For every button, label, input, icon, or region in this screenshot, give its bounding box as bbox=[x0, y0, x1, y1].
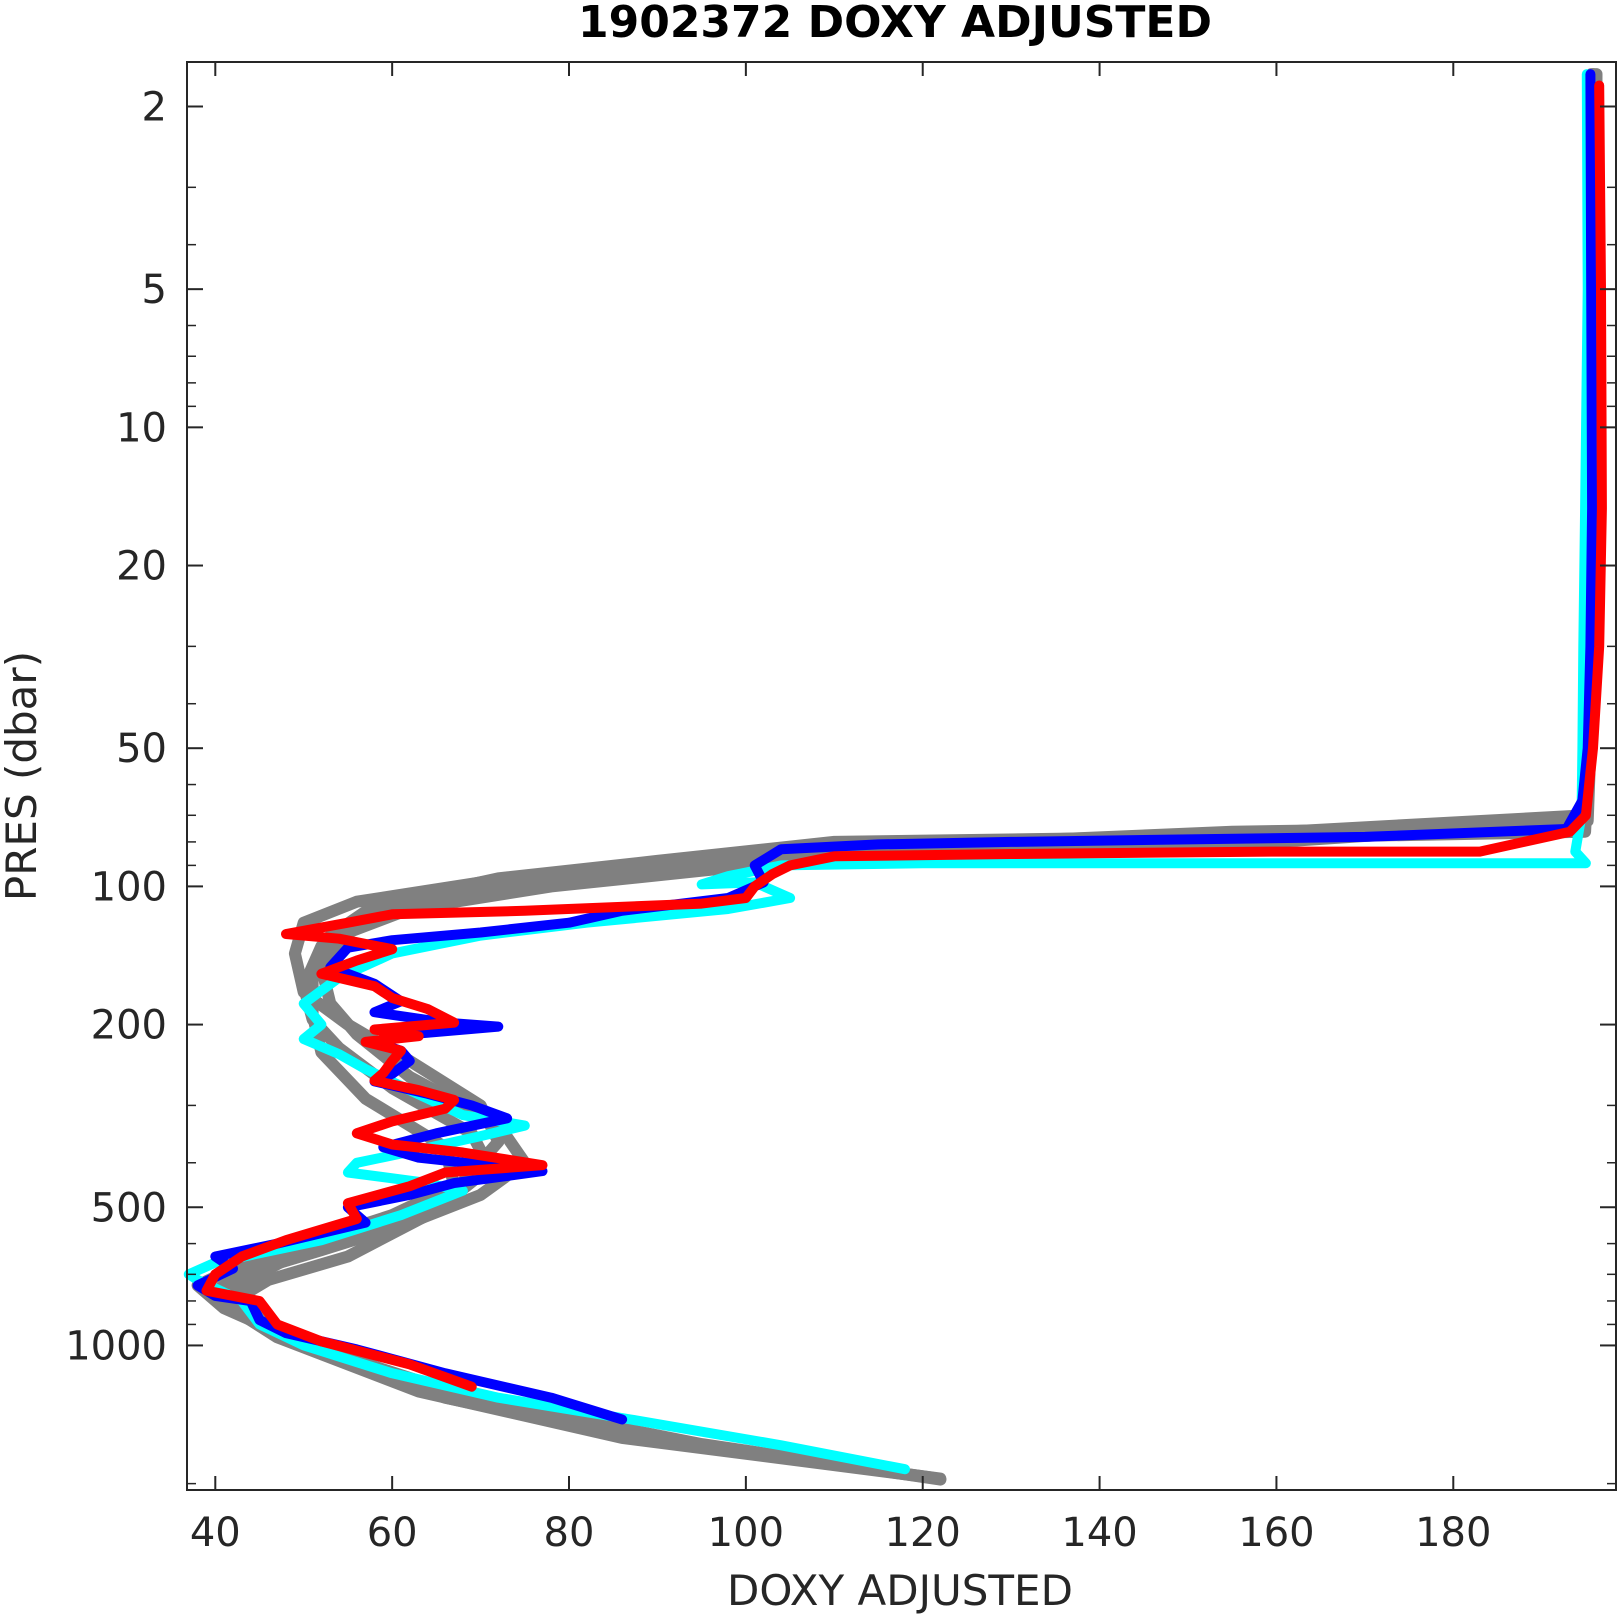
y-tick-label: 500 bbox=[91, 1185, 167, 1231]
x-tick-label: 140 bbox=[1061, 1510, 1137, 1556]
series-line-7 bbox=[201, 80, 1607, 1392]
y-axis-label: PRES (dbar) bbox=[0, 651, 46, 901]
y-tick-label: 2 bbox=[142, 84, 167, 130]
x-tick-label: 120 bbox=[885, 1510, 961, 1556]
x-tick-label: 60 bbox=[367, 1510, 418, 1556]
y-axis-ticks bbox=[187, 105, 1616, 1485]
x-axis-tick-labels: 40 60 80 100 120 140 160 180 bbox=[190, 1510, 1492, 1556]
x-tick-label: 100 bbox=[708, 1510, 784, 1556]
x-tick-label: 160 bbox=[1238, 1510, 1314, 1556]
plot-frame bbox=[187, 62, 1616, 1490]
y-tick-label: 50 bbox=[116, 726, 167, 772]
x-tick-label: 40 bbox=[190, 1510, 241, 1556]
y-tick-label: 10 bbox=[116, 405, 167, 451]
axes-box bbox=[186, 61, 1617, 1491]
x-tick-label: 80 bbox=[544, 1510, 595, 1556]
y-tick-label: 20 bbox=[116, 544, 167, 590]
y-tick-label: 100 bbox=[91, 864, 167, 910]
plot-area: 40 60 80 100 120 140 160 180 2 5 10 20 50 100 200 500 1… bbox=[65, 61, 1617, 1556]
y-tick-label: 1000 bbox=[65, 1323, 167, 1369]
chart-title: 1902372 DOXY ADJUSTED bbox=[578, 0, 1212, 48]
y-tick-label: 200 bbox=[91, 1003, 167, 1049]
x-tick-label: 180 bbox=[1415, 1510, 1491, 1556]
y-tick-label: 5 bbox=[142, 267, 167, 313]
y-axis-tick-labels: 2 5 10 20 50 100 200 500 1000 bbox=[65, 84, 167, 1369]
x-axis-label: DOXY ADJUSTED bbox=[727, 1566, 1073, 1615]
x-axis-ticks bbox=[214, 62, 1455, 1490]
series-layer bbox=[183, 68, 1607, 1486]
